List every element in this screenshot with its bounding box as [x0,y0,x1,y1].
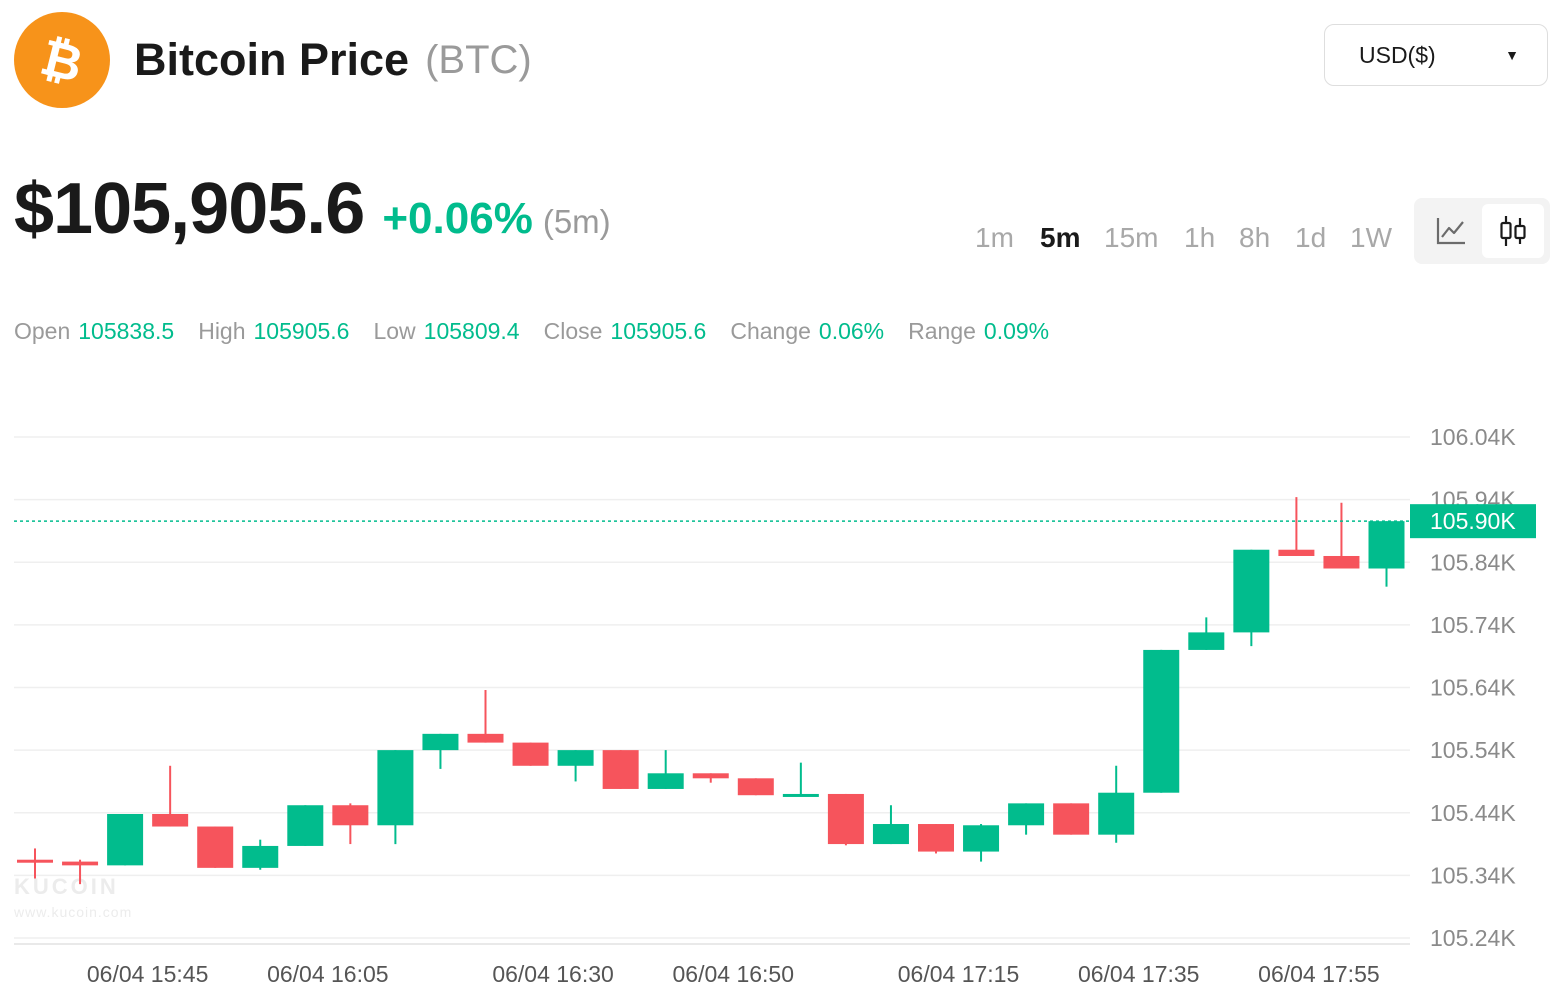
y-tick-label: 105.24K [1430,925,1516,951]
x-tick-label: 06/04 17:15 [898,961,1020,987]
candle-body[interactable] [1323,555,1360,569]
candle-body[interactable] [782,793,819,797]
candle-body[interactable] [1188,632,1225,650]
stat-label: Close [543,318,603,344]
page-title: Bitcoin Price [134,34,410,85]
x-tick-label: 06/04 17:35 [1078,961,1200,987]
price-change: +0.06% [382,194,533,243]
y-tick-label: 105.54K [1430,737,1516,763]
stat-value: 105809.4 [423,318,520,344]
stat-label: Change [730,318,811,344]
stat-label: High [198,318,246,344]
candle-body[interactable] [827,793,864,845]
candle-body[interactable] [242,845,279,868]
chart-view-toggle [1414,198,1550,264]
y-tick-label: 106.04K [1430,424,1516,450]
currency-select[interactable]: USD($) ▼ [1324,24,1548,86]
candle-body[interactable] [647,773,684,789]
candle-body[interactable] [332,805,369,826]
y-tick-label: 105.84K [1430,549,1516,575]
price-summary: $105,905.6 +0.06% (5m) [14,168,611,250]
kucoin-watermark: KUCOIN www.kucoin.com [14,874,132,920]
ticker-symbol: (BTC) [425,37,532,82]
candle-body[interactable] [467,733,504,743]
candle-body[interactable] [918,824,954,852]
candle-body[interactable] [287,805,324,846]
x-tick-label: 06/04 15:45 [87,961,209,987]
stat-value: 105838.5 [78,318,175,344]
candle-body[interactable] [602,750,639,789]
candle-body[interactable] [1143,649,1180,793]
watermark-logo: KUCOIN [14,874,119,899]
stat-change: Change 0.06% [730,318,884,345]
interval-tabs: 1m 5m 15m 1h 8h 1d 1W [960,222,1410,262]
x-tick-label: 06/04 16:05 [267,961,389,987]
stat-open: Open 105838.5 [14,318,174,345]
stat-label: Range [908,318,976,344]
current-price: $105,905.6 [14,169,365,249]
currency-select-value: USD($) [1359,41,1436,68]
y-tick-label: 105.44K [1430,800,1516,826]
stat-close: Close 105905.6 [544,318,707,345]
y-tick-label: 105.74K [1430,612,1516,638]
tab-1h[interactable]: 1h [1184,222,1216,253]
candle-body[interactable] [1368,521,1405,569]
candle-body[interactable] [152,814,189,827]
candle-body[interactable] [512,742,549,766]
candlestick-view-button[interactable] [1482,204,1544,258]
current-price-label: 105.90K [1430,508,1516,534]
stat-label: Low [373,318,416,344]
candle-body[interactable] [17,859,53,863]
tab-1m[interactable]: 1m [975,222,1014,253]
candle-body[interactable] [107,814,144,866]
candle-body[interactable] [692,773,729,779]
tab-1w[interactable]: 1W [1350,222,1392,253]
stat-label: Open [14,318,71,344]
caret-down-icon: ▼ [1505,47,1519,63]
x-tick-label: 06/04 17:55 [1258,961,1380,987]
candle-body[interactable] [872,824,909,845]
candle-body[interactable] [422,733,459,751]
change-period: (5m) [542,203,611,240]
candle-body[interactable] [1278,549,1315,556]
stat-range: Range 0.09% [908,318,1049,345]
candle-body[interactable] [1098,792,1135,835]
y-tick-label: 105.64K [1430,675,1516,701]
tab-8h[interactable]: 8h [1239,222,1271,253]
tab-5m[interactable]: 5m [1040,222,1081,253]
candle-body[interactable] [737,778,774,796]
stat-value: 105905.6 [253,318,350,344]
candle-body[interactable] [963,825,1000,852]
bitcoin-icon: ₿ [14,12,110,108]
candle-body[interactable] [1233,549,1270,633]
candlestick-icon [1500,216,1526,246]
current-price-tag [1410,504,1536,539]
watermark-url: www.kucoin.com [14,904,133,920]
line-view-button[interactable] [1420,204,1482,258]
candle-body[interactable] [1008,803,1045,826]
stat-low: Low 105809.4 [373,318,519,345]
candle-body[interactable] [377,750,414,826]
candle-body[interactable] [557,750,594,766]
stat-high: High 105905.6 [198,318,349,345]
stat-value: 0.09% [983,318,1050,344]
x-tick-label: 06/04 16:50 [673,961,795,987]
tab-1d[interactable]: 1d [1295,222,1327,253]
stat-value: 105905.6 [610,318,707,344]
candle-body[interactable] [197,826,234,868]
candle-body[interactable] [1053,803,1090,835]
candle-body[interactable] [62,861,99,866]
line-chart-icon [1436,218,1465,245]
tab-15m[interactable]: 15m [1104,222,1159,253]
x-tick-label: 06/04 16:30 [492,961,614,987]
y-tick-label: 105.34K [1430,862,1516,888]
ohlc-stats: Open 105838.5 High 105905.6 Low 105809.4 Cl… [14,318,1073,345]
page-header: ₿ Bitcoin Price (BTC) [14,12,532,108]
stat-value: 0.06% [818,318,885,344]
